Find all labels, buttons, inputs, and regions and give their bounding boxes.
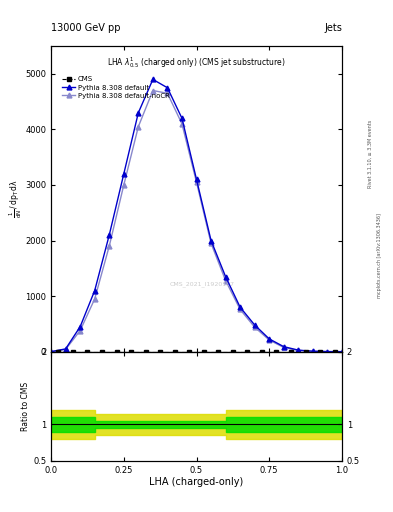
Y-axis label: $\mathregular{\frac{1}{dN}\,/\,dp_T\,d\lambda}$: $\mathregular{\frac{1}{dN}\,/\,dp_T\,d\l…: [7, 179, 24, 219]
Text: LHA $\lambda^1_{0.5}$ (charged only) (CMS jet substructure): LHA $\lambda^1_{0.5}$ (charged only) (CM…: [107, 55, 286, 70]
Text: mcplots.cern.ch [arXiv:1306.3436]: mcplots.cern.ch [arXiv:1306.3436]: [377, 214, 382, 298]
Text: Jets: Jets: [324, 23, 342, 33]
Text: 13000 GeV pp: 13000 GeV pp: [51, 23, 121, 33]
Legend: CMS, Pythia 8.308 default, Pythia 8.308 default-noCR: CMS, Pythia 8.308 default, Pythia 8.308 …: [61, 74, 172, 101]
Text: Rivet 3.1.10, ≥ 3.3M events: Rivet 3.1.10, ≥ 3.3M events: [367, 119, 373, 188]
Text: CMS_2021_I1920187: CMS_2021_I1920187: [170, 282, 235, 287]
Y-axis label: Ratio to CMS: Ratio to CMS: [21, 381, 30, 431]
X-axis label: LHA (charged-only): LHA (charged-only): [149, 477, 244, 487]
